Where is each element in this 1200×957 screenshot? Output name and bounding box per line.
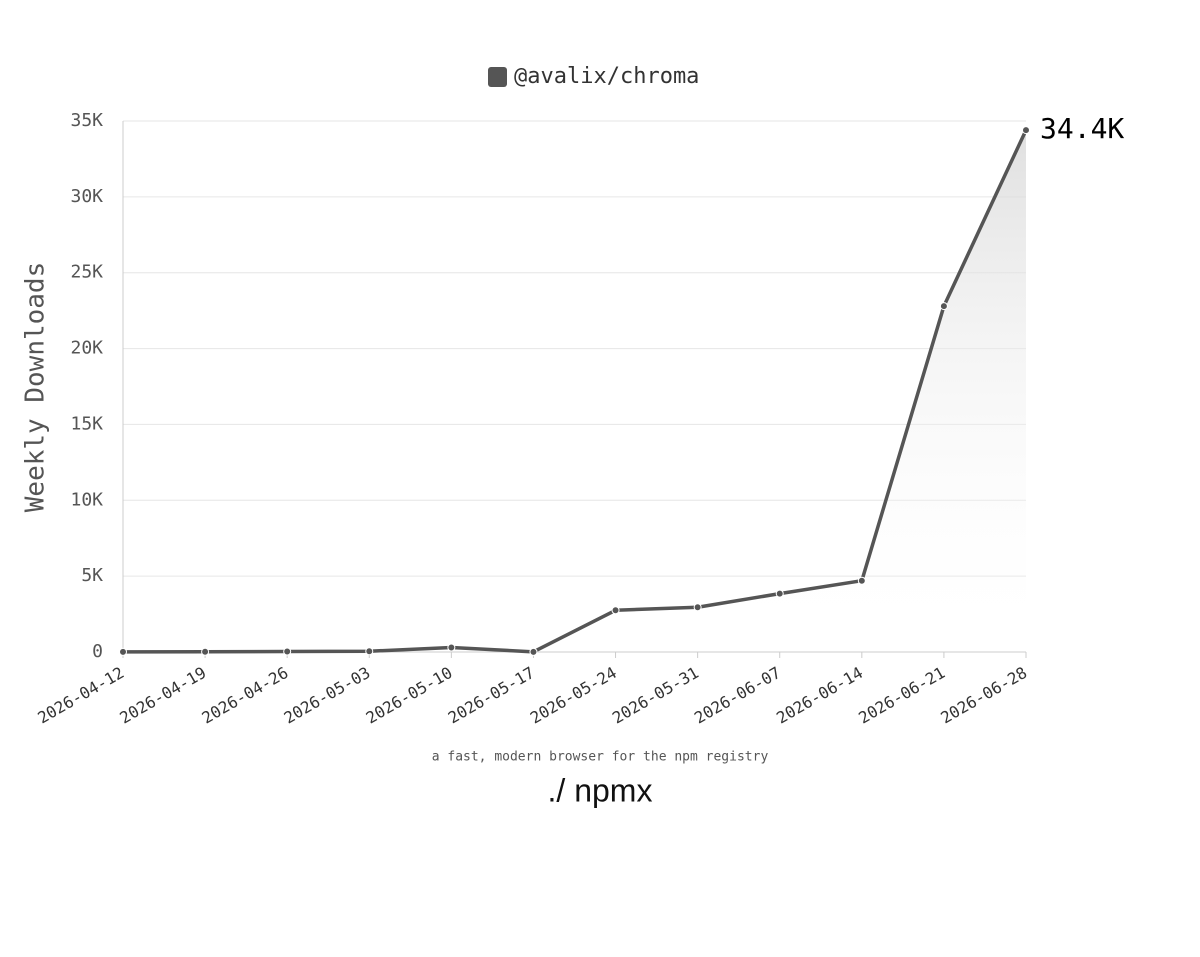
brand: ./ npmx — [548, 772, 653, 808]
point — [775, 589, 784, 598]
x-tick-label: 2026-05-31 — [609, 663, 702, 728]
x-tick-label: 2026-06-21 — [855, 663, 948, 728]
point — [119, 647, 127, 656]
y-tick-label: 30K — [70, 186, 103, 207]
y-tick-label: 0 — [92, 641, 103, 662]
point — [1022, 126, 1030, 135]
x-tick-label: 2026-04-12 — [34, 663, 127, 728]
y-tick-label: 15K — [70, 413, 103, 434]
point — [283, 647, 292, 656]
y-tick-label: 5K — [81, 565, 103, 586]
x-tick-label: 2026-06-28 — [937, 663, 1030, 728]
point — [447, 643, 456, 652]
x-tick-label: 2026-04-19 — [116, 663, 209, 728]
point — [201, 647, 210, 656]
point — [693, 603, 702, 612]
x-tick-label: 2026-06-14 — [773, 663, 866, 728]
line — [122, 129, 1028, 654]
legend-swatch — [488, 67, 507, 87]
y-tick-label: 20K — [70, 338, 103, 359]
area — [123, 130, 1026, 653]
x-tick-label: 2026-05-24 — [527, 663, 620, 728]
caption: a fast, modern browser for the npm regis… — [432, 750, 769, 765]
x-tick-label: 2026-04-26 — [199, 663, 292, 728]
y-tick-label: 25K — [70, 262, 103, 283]
point — [529, 647, 538, 656]
point — [939, 302, 948, 311]
y-tick-label: 10K — [70, 489, 103, 510]
point — [857, 576, 866, 585]
y-tick-label: 35K — [70, 110, 103, 131]
value-label: 34.4K — [1040, 112, 1124, 145]
x-tick-label: 2026-05-03 — [281, 663, 374, 728]
point — [365, 647, 374, 656]
x-tick-label: 2026-06-07 — [691, 663, 784, 728]
y-axis-label: Weekly Downloads — [21, 262, 51, 512]
x-tick-label: 2026-05-17 — [445, 663, 538, 728]
point — [611, 606, 620, 615]
x-tick-label: 2026-05-10 — [363, 663, 456, 728]
legend-label: @avalix/chroma — [514, 64, 699, 89]
